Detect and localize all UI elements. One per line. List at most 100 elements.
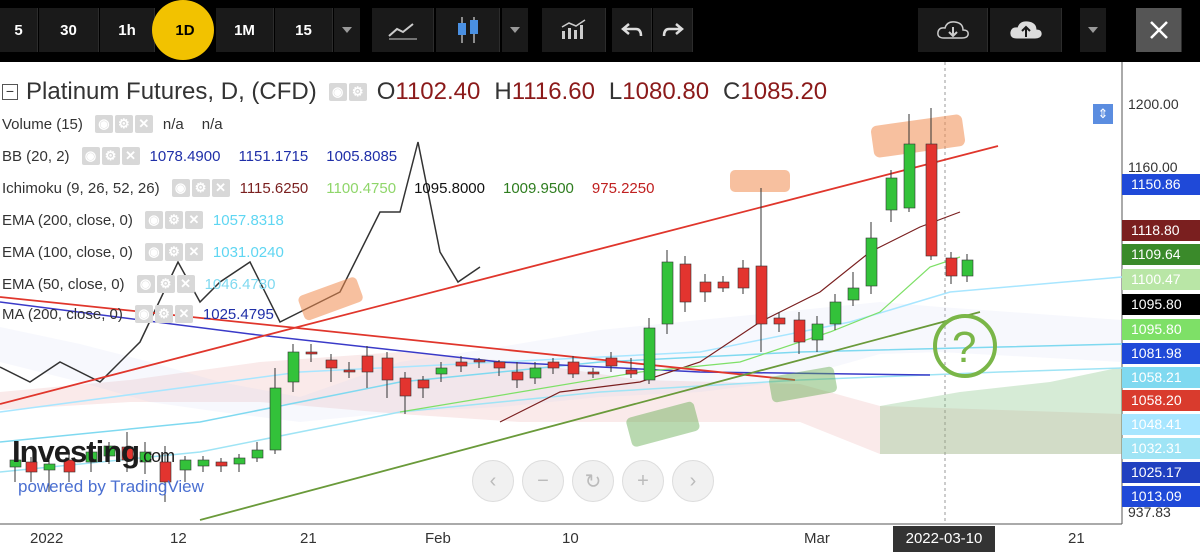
- indicator-label: EMA (100, close, 0): [2, 243, 133, 261]
- candle-up: [139, 451, 152, 463]
- highlight-top: [870, 114, 966, 158]
- close-icon[interactable]: ✕: [184, 243, 203, 261]
- scroll-left-button[interactable]: ‹: [472, 460, 514, 502]
- legend-actions[interactable]: ◉ ⚙: [328, 83, 367, 101]
- chart-area[interactable]: ? ⇕ − Platinum Futures, D, (CFD) ◉ ⚙ O 110…: [0, 62, 1200, 552]
- candle-down: [63, 459, 76, 473]
- legend-actions[interactable]: ◉ ⚙ ✕: [81, 147, 140, 165]
- timeframe-30-button[interactable]: 30: [39, 8, 99, 52]
- close-icon[interactable]: ✕: [184, 211, 203, 229]
- load-chart-button[interactable]: [918, 8, 988, 52]
- investing-logo: Investing.com: [12, 434, 175, 470]
- candle-up: [85, 451, 98, 463]
- chart-style-button[interactable]: [372, 8, 434, 52]
- legend-actions[interactable]: ◉ ⚙ ✕: [144, 211, 203, 229]
- cloud-upload-icon: [1009, 21, 1042, 39]
- close-icon[interactable]: ✕: [174, 305, 193, 323]
- eye-icon[interactable]: ◉: [171, 179, 190, 197]
- collapse-panel-button[interactable]: ⇕: [1093, 104, 1113, 124]
- collapse-legend-icon[interactable]: −: [2, 84, 18, 100]
- high-value: 1116.60: [511, 78, 595, 105]
- legend-actions[interactable]: ◉ ⚙ ✕: [134, 305, 193, 323]
- candles-button[interactable]: [436, 8, 500, 52]
- gear-icon[interactable]: ⚙: [348, 83, 367, 101]
- gear-icon[interactable]: ⚙: [156, 275, 175, 293]
- gear-icon[interactable]: ⚙: [114, 115, 133, 133]
- scroll-right-button[interactable]: ›: [672, 460, 714, 502]
- arrows-vertical-icon: ⇕: [1097, 106, 1109, 121]
- eye-icon[interactable]: ◉: [94, 115, 113, 133]
- indicator-label: BB (20, 2): [2, 147, 70, 165]
- close-icon[interactable]: ✕: [134, 115, 153, 133]
- save-chart-button[interactable]: [990, 8, 1062, 52]
- eye-icon[interactable]: ◉: [81, 147, 100, 165]
- legend-actions[interactable]: ◉ ⚙ ✕: [136, 275, 195, 293]
- price-tag: 1058.20: [1122, 390, 1200, 411]
- trend-line-red: [0, 145, 999, 405]
- eye-icon[interactable]: ◉: [136, 275, 155, 293]
- ichimoku-cloud-bear: [0, 352, 1122, 454]
- time-tick: 12: [170, 530, 187, 547]
- eye-icon[interactable]: ◉: [144, 243, 163, 261]
- reset-button[interactable]: ↻: [572, 460, 614, 502]
- chart-type-dropdown-button[interactable]: [502, 8, 528, 52]
- gear-icon[interactable]: ⚙: [164, 243, 183, 261]
- reset-icon: ↻: [584, 470, 602, 493]
- timeframe-1m-button[interactable]: 1M: [216, 8, 274, 52]
- timeframe-label: 5: [14, 21, 23, 39]
- chikou-line: [0, 141, 481, 383]
- eye-icon[interactable]: ◉: [144, 211, 163, 229]
- undo-button[interactable]: [612, 8, 652, 52]
- zoom-out-button[interactable]: −: [522, 460, 564, 502]
- price-tag: 1058.21: [1122, 367, 1200, 388]
- indicator-label: Ichimoku (9, 26, 52, 26): [2, 179, 160, 197]
- candle-up: [829, 301, 842, 325]
- gear-icon[interactable]: ⚙: [191, 179, 210, 197]
- timeframe-dropdown-button[interactable]: [334, 8, 360, 52]
- ema50-line: [0, 276, 1123, 413]
- candle-up: [865, 237, 878, 287]
- close-icon[interactable]: ✕: [176, 275, 195, 293]
- minus-icon: −: [537, 469, 549, 492]
- indicator-value: 1057.8318: [212, 211, 284, 229]
- close-button[interactable]: [1136, 8, 1182, 52]
- gear-icon[interactable]: ⚙: [154, 305, 173, 323]
- close-icon[interactable]: ✕: [121, 147, 140, 165]
- timeframe-label: 15: [295, 21, 312, 39]
- cloud-download-icon: [936, 21, 969, 39]
- close-icon[interactable]: ✕: [211, 179, 230, 197]
- redo-button[interactable]: [653, 8, 693, 52]
- chevron-down-icon: [510, 27, 520, 33]
- time-tick: 10: [562, 530, 579, 547]
- candle-down: [793, 319, 806, 343]
- indicator-value: 975.2250: [591, 179, 655, 197]
- legend-actions[interactable]: ◉ ⚙ ✕: [171, 179, 230, 197]
- time-tick: 21: [300, 530, 317, 547]
- eye-icon[interactable]: ◉: [328, 83, 347, 101]
- indicator-value: 1078.4900: [149, 147, 221, 165]
- eye-icon[interactable]: ◉: [134, 305, 153, 323]
- timeframe-1d-button[interactable]: 1D: [160, 8, 210, 52]
- candle-down: [945, 257, 958, 277]
- close-label: C: [723, 78, 741, 105]
- price-chart[interactable]: ?: [0, 62, 1200, 552]
- candle-down: [399, 377, 412, 397]
- timeframe-5-button[interactable]: 5: [0, 8, 38, 52]
- indicators-button[interactable]: [542, 8, 606, 52]
- candle-up: [529, 367, 542, 379]
- indicator-value: 1031.0240: [212, 243, 284, 261]
- indicator-value: 1115.6250: [239, 179, 309, 197]
- save-dropdown-button[interactable]: [1080, 8, 1106, 52]
- indicator-value: 1151.1715: [238, 147, 309, 165]
- zoom-in-button[interactable]: +: [622, 460, 664, 502]
- gear-icon[interactable]: ⚙: [101, 147, 120, 165]
- time-tick: Feb: [425, 530, 451, 547]
- timeframe-1h-button[interactable]: 1h: [100, 8, 155, 52]
- legend-actions[interactable]: ◉ ⚙ ✕: [144, 243, 203, 261]
- gear-icon[interactable]: ⚙: [164, 211, 183, 229]
- question-circle: [933, 314, 997, 378]
- candle-down: [567, 361, 580, 375]
- timeframe-15-button[interactable]: 15: [275, 8, 333, 52]
- indicator-value: 1100.4750: [326, 179, 397, 197]
- legend-actions[interactable]: ◉ ⚙ ✕: [94, 115, 153, 133]
